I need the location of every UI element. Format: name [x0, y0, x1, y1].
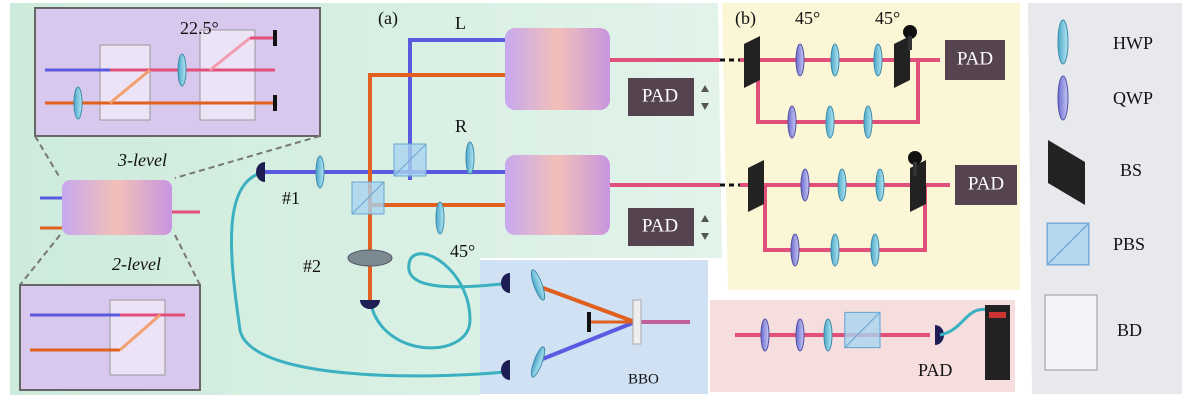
panel-b-label: (b)	[735, 8, 756, 29]
two-level-inset	[20, 285, 200, 390]
panel-a-label: (a)	[378, 8, 398, 29]
angle-label: 45°	[875, 8, 900, 28]
legend-label: BD	[1117, 320, 1142, 340]
legend-label: QWP	[1113, 88, 1153, 108]
beam-r-label: R	[455, 116, 467, 136]
angle-label: 45°	[450, 241, 475, 261]
three-level-inset: 22.5°	[35, 8, 320, 136]
pad-label: PAD	[642, 85, 678, 106]
port-1-label: #1	[282, 188, 300, 208]
beam-l-label: L	[455, 13, 466, 33]
legend-label: BS	[1120, 160, 1142, 180]
pad-label: PAD	[957, 48, 993, 69]
three-level-label: 3-level	[117, 150, 167, 170]
hwp-angle: 22.5°	[180, 18, 219, 38]
crystal-label: BBO	[628, 371, 659, 387]
pad-label: PAD	[918, 360, 952, 380]
port-2-label: #2	[303, 256, 321, 276]
legend-label: HWP	[1113, 33, 1153, 53]
pad-label: PAD	[642, 215, 678, 236]
setup-diagram: 22.5° 3-level 2-level (a) L R #1 #2 45° …	[0, 0, 1185, 397]
pad-label: PAD	[968, 173, 1004, 194]
legend-label: PBS	[1113, 234, 1145, 254]
angle-label: 45°	[795, 8, 820, 28]
two-level-label: 2-level	[112, 254, 161, 274]
